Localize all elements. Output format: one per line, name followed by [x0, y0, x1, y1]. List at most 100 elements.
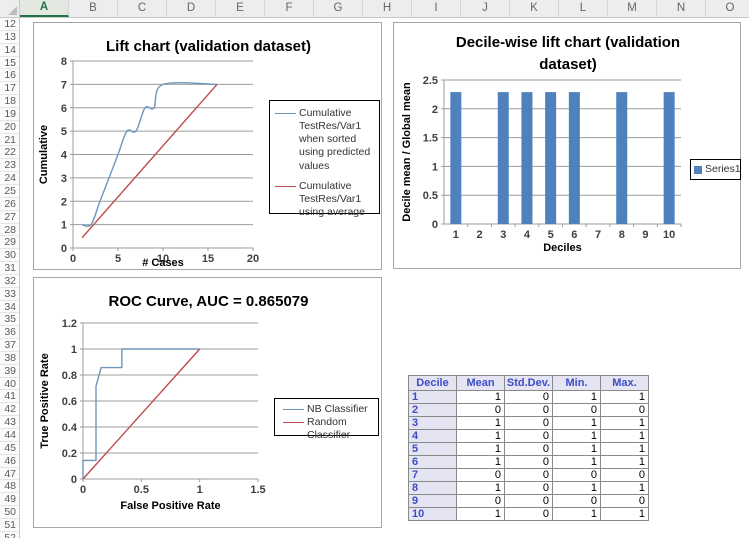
decile-cell[interactable]: 3: [408, 416, 457, 430]
value-cell[interactable]: 1: [456, 390, 505, 404]
row-header-34[interactable]: 34: [0, 301, 19, 314]
row-header-20[interactable]: 20: [0, 121, 19, 134]
row-header-21[interactable]: 21: [0, 134, 19, 147]
row-header-43[interactable]: 43: [0, 416, 19, 429]
value-cell[interactable]: 1: [552, 390, 601, 404]
row-header-16[interactable]: 16: [0, 69, 19, 83]
row-header-26[interactable]: 26: [0, 198, 19, 211]
row-header-17[interactable]: 17: [0, 82, 19, 96]
value-cell[interactable]: 0: [552, 468, 601, 482]
row-header-28[interactable]: 28: [0, 224, 19, 237]
decile-cell[interactable]: 7: [408, 468, 457, 482]
row-header-42[interactable]: 42: [0, 403, 19, 417]
value-cell[interactable]: 1: [600, 416, 649, 430]
row-header-45[interactable]: 45: [0, 442, 19, 455]
value-cell[interactable]: 0: [504, 403, 553, 417]
row-header-36[interactable]: 36: [0, 326, 19, 340]
decile-cell[interactable]: 2: [408, 403, 457, 417]
row-header-39[interactable]: 39: [0, 365, 19, 378]
roc-chart-legend[interactable]: NB Classifier Random Classifier: [274, 398, 379, 441]
table-header-decile[interactable]: Decile: [408, 375, 457, 391]
value-cell[interactable]: 0: [456, 468, 505, 482]
lift-chart[interactable]: Lift chart (validation dataset) 0 1 2 3 4 5 6 7 8…: [33, 22, 382, 270]
row-header-35[interactable]: 35: [0, 313, 19, 327]
value-cell[interactable]: 0: [504, 429, 553, 443]
value-cell[interactable]: 0: [504, 442, 553, 456]
row-header-23[interactable]: 23: [0, 159, 19, 173]
value-cell[interactable]: 1: [600, 507, 649, 521]
row-header-12[interactable]: 12: [0, 18, 19, 31]
decile-chart-legend[interactable]: Series1: [690, 159, 741, 180]
row-header-19[interactable]: 19: [0, 108, 19, 121]
row-header-37[interactable]: 37: [0, 339, 19, 352]
value-cell[interactable]: 1: [456, 455, 505, 469]
value-cell[interactable]: 1: [456, 481, 505, 495]
row-header-33[interactable]: 33: [0, 288, 19, 301]
row-header-44[interactable]: 44: [0, 429, 19, 442]
row-header-14[interactable]: 14: [0, 44, 19, 57]
value-cell[interactable]: 0: [600, 494, 649, 508]
row-header-25[interactable]: 25: [0, 185, 19, 198]
decile-cell[interactable]: 6: [408, 455, 457, 469]
value-cell[interactable]: 1: [552, 416, 601, 430]
value-cell[interactable]: 1: [600, 455, 649, 469]
row-header-40[interactable]: 40: [0, 378, 19, 391]
value-cell[interactable]: 1: [600, 442, 649, 456]
value-cell[interactable]: 0: [504, 416, 553, 430]
table-header-max[interactable]: Max.: [600, 375, 649, 391]
value-cell[interactable]: 0: [600, 403, 649, 417]
row-header-47[interactable]: 47: [0, 468, 19, 481]
column-header-J[interactable]: J: [461, 0, 510, 17]
row-header-51[interactable]: 51: [0, 519, 19, 532]
row-header-18[interactable]: 18: [0, 95, 19, 108]
decile-cell[interactable]: 10: [408, 507, 457, 521]
sheet-area[interactable]: Lift chart (validation dataset) 0 1 2 3 4 5 6 7 8…: [20, 18, 749, 538]
value-cell[interactable]: 0: [552, 494, 601, 508]
value-cell[interactable]: 0: [456, 494, 505, 508]
decile-wise-lift-chart[interactable]: Decile-wise lift chart (validation datase…: [393, 22, 741, 269]
value-cell[interactable]: 1: [456, 416, 505, 430]
value-cell[interactable]: 1: [456, 429, 505, 443]
decile-cell[interactable]: 1: [408, 390, 457, 404]
column-header-M[interactable]: M: [608, 0, 657, 17]
value-cell[interactable]: 1: [552, 481, 601, 495]
decile-cell[interactable]: 4: [408, 429, 457, 443]
value-cell[interactable]: 1: [600, 481, 649, 495]
column-header-C[interactable]: C: [118, 0, 167, 17]
row-header-38[interactable]: 38: [0, 352, 19, 365]
row-header-27[interactable]: 27: [0, 211, 19, 224]
decile-cell[interactable]: 9: [408, 494, 457, 508]
row-header-24[interactable]: 24: [0, 172, 19, 185]
row-header-32[interactable]: 32: [0, 275, 19, 288]
row-header-29[interactable]: 29: [0, 236, 19, 250]
column-header-O[interactable]: O: [706, 0, 749, 17]
value-cell[interactable]: 0: [552, 403, 601, 417]
value-cell[interactable]: 0: [504, 455, 553, 469]
table-header-mean[interactable]: Mean: [456, 375, 505, 391]
column-header-A[interactable]: A: [20, 0, 69, 17]
row-header-22[interactable]: 22: [0, 146, 19, 160]
value-cell[interactable]: 0: [504, 390, 553, 404]
value-cell[interactable]: 1: [552, 429, 601, 443]
row-header-30[interactable]: 30: [0, 249, 19, 263]
select-all-corner[interactable]: [0, 0, 20, 18]
column-header-G[interactable]: G: [314, 0, 363, 17]
value-cell[interactable]: 0: [504, 494, 553, 508]
row-header-52[interactable]: 52: [0, 532, 19, 538]
value-cell[interactable]: 1: [600, 429, 649, 443]
row-header-50[interactable]: 50: [0, 506, 19, 519]
value-cell[interactable]: 1: [456, 507, 505, 521]
lift-chart-legend[interactable]: Cumulative TestRes/Var1 when sorted usin…: [269, 100, 380, 218]
decile-cell[interactable]: 5: [408, 442, 457, 456]
roc-curve-chart[interactable]: ROC Curve, AUC = 0.865079 0 0.2 0.4 0.6 0.8 1 1…: [33, 277, 382, 528]
row-header-41[interactable]: 41: [0, 390, 19, 404]
column-header-D[interactable]: D: [167, 0, 216, 17]
value-cell[interactable]: 1: [552, 507, 601, 521]
row-header-31[interactable]: 31: [0, 262, 19, 275]
column-header-F[interactable]: F: [265, 0, 314, 17]
column-header-I[interactable]: I: [412, 0, 461, 17]
table-header-min[interactable]: Min.: [552, 375, 601, 391]
column-header-N[interactable]: N: [657, 0, 706, 17]
table-header-stddev[interactable]: Std.Dev.: [504, 375, 553, 391]
row-header-13[interactable]: 13: [0, 31, 19, 44]
